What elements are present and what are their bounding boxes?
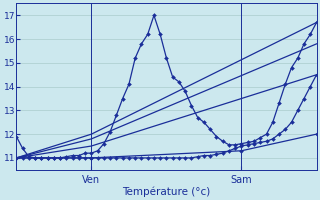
X-axis label: Température (°c): Température (°c) bbox=[122, 186, 211, 197]
